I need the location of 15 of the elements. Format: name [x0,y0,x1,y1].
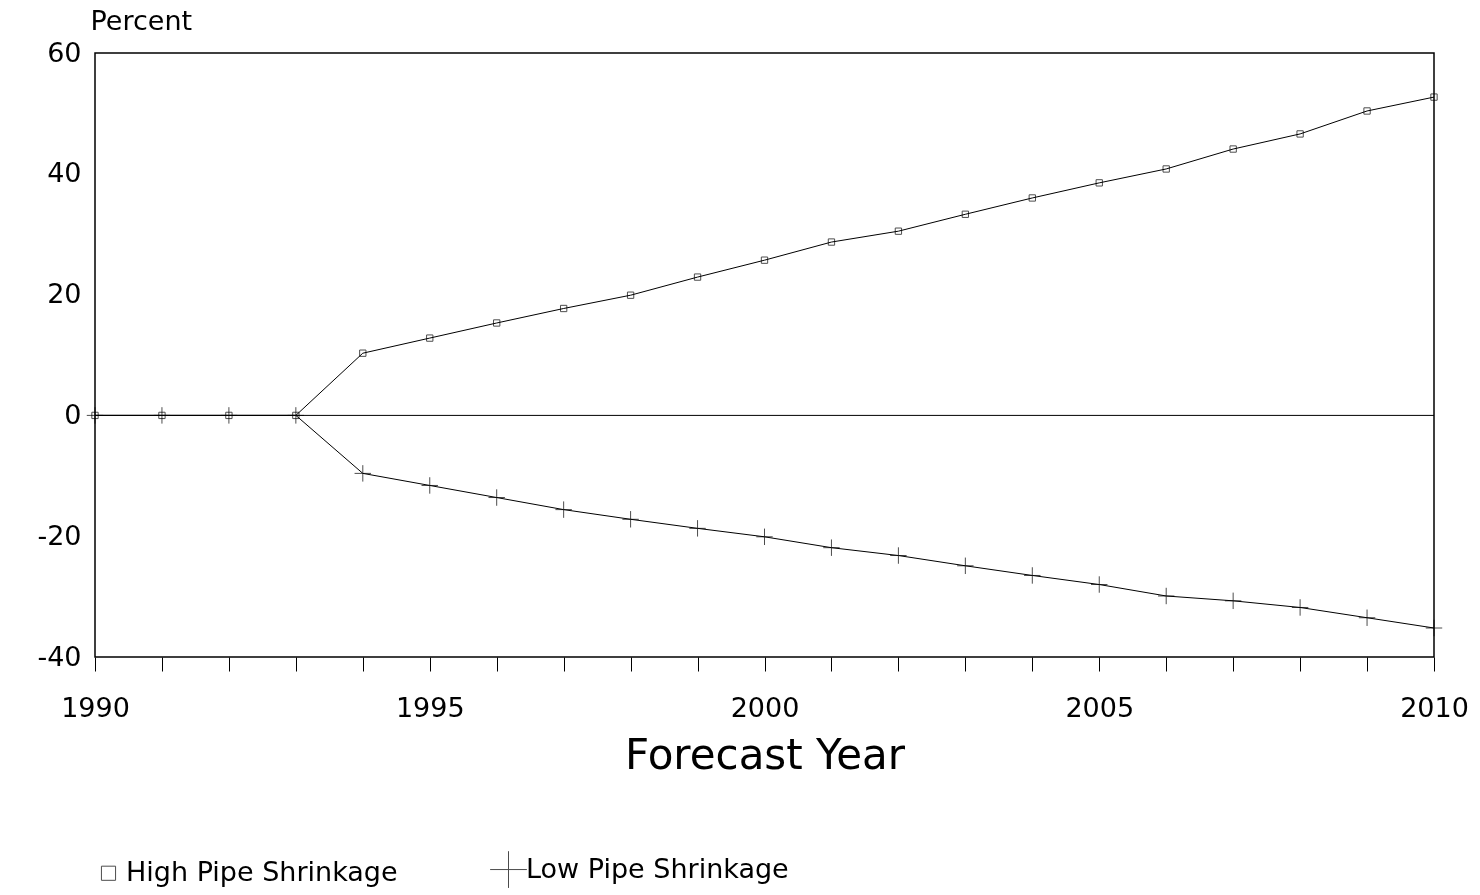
y-tick-label: 0 [64,398,82,430]
x-tick-label: 2005 [1065,691,1135,723]
y-tick-label: 20 [47,278,82,310]
y-tick-label: 60 [47,36,82,68]
y-tick-label: -40 [37,640,82,672]
y-tick-label: 40 [47,157,82,189]
x-axis-title: Forecast Year [625,729,906,779]
y-tick-label: -20 [37,519,82,551]
y-axis-title: Percent [90,4,193,36]
legend-label: High Pipe Shrinkage [126,856,398,888]
x-tick-label: 2000 [730,691,800,723]
x-tick-label: 1990 [61,691,130,723]
x-tick-label: 1995 [395,691,465,723]
x-tick-label: 2010 [1400,691,1469,723]
legend-label: Low Pipe Shrinkage [526,852,789,884]
